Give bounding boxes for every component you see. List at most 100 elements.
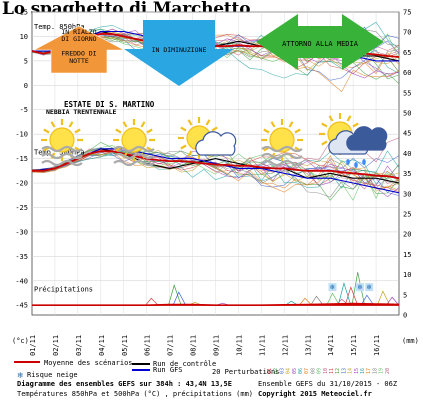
sun-ray bbox=[74, 128, 81, 134]
ensemble-member-number: 14 bbox=[348, 368, 354, 374]
footer-line1: Diagramme des ensembles GEFS sur 384h : … bbox=[17, 380, 232, 388]
ensemble-member-number: 04 bbox=[286, 368, 292, 374]
y-left-tick-label: -25 bbox=[15, 204, 28, 212]
precip-perturbation-spike bbox=[386, 296, 400, 306]
ensemble-member-number: 13 bbox=[341, 368, 347, 374]
sun-ray bbox=[205, 119, 211, 126]
x-tick-label: 14/11 bbox=[327, 335, 335, 356]
sun-ray bbox=[187, 119, 193, 126]
legend-snow-glyph: ❄ bbox=[17, 371, 24, 380]
rain-drop bbox=[346, 159, 350, 165]
y-right-tick-label: 5 bbox=[403, 291, 407, 299]
fog-wave bbox=[261, 152, 303, 160]
precip-perturbation-spike bbox=[351, 272, 365, 306]
y-left-tick-label: -5 bbox=[20, 106, 28, 114]
fog-wave bbox=[41, 159, 83, 167]
sun-ray bbox=[346, 115, 352, 122]
arrow-both-text: ATTORNO ALLA MEDIA bbox=[282, 40, 359, 48]
sun-ray bbox=[115, 128, 122, 134]
arrow-up-text-3: FREDDO DI bbox=[61, 50, 96, 58]
ensemble-member-number: 05 bbox=[292, 368, 298, 374]
y-left-tick-label: -20 bbox=[15, 180, 28, 188]
legend-mean-label: Moyenne des scénarios bbox=[44, 359, 133, 367]
precip-perturbation-spike bbox=[168, 284, 182, 306]
nebbia-trentennale-label: NEBBIA TRENTENNALE bbox=[46, 108, 117, 116]
x-tick-label: 09/11 bbox=[213, 335, 221, 356]
precip-perturbation-spike bbox=[337, 281, 352, 306]
footer-line2: Températures 850hPa et 500hPa (°C) , pré… bbox=[17, 390, 254, 398]
snowflake-icon: ❄ bbox=[17, 371, 24, 380]
sun-ray bbox=[211, 126, 218, 132]
y-right-tick-label: 20 bbox=[403, 231, 411, 239]
y-left-tick-label: -15 bbox=[15, 155, 28, 163]
arrow-up-text-4: NOTTE bbox=[69, 57, 89, 65]
sun-ray bbox=[288, 121, 294, 128]
estate-san-martino-label: ESTATE DI S. MARTINO bbox=[64, 100, 155, 109]
ensemble-member-number: 08 bbox=[310, 368, 316, 374]
legend-perturbations-label: 20 Perturbations bbox=[212, 368, 279, 376]
sun-ray bbox=[122, 121, 128, 128]
precip-perturbation-spike bbox=[298, 297, 313, 306]
precip-perturbation-spike bbox=[310, 295, 324, 306]
rain-drop bbox=[354, 162, 358, 168]
ensemble-member-number: 10 bbox=[323, 368, 329, 374]
sun-ray bbox=[321, 140, 328, 146]
footer-run-date: Ensemble GEFS du 31/10/2015 - 06Z bbox=[258, 380, 398, 388]
fog-wave bbox=[41, 145, 83, 153]
ensemble-member-number: 01 bbox=[267, 368, 273, 374]
ensemble-member-number: 17 bbox=[366, 368, 372, 374]
ensemble-member-number: 07 bbox=[304, 368, 310, 374]
x-tick-label: 02/11 bbox=[52, 335, 60, 356]
y-left-tick-label: -40 bbox=[15, 277, 28, 285]
ensemble-member-number: 03 bbox=[279, 368, 285, 374]
sun-ray bbox=[263, 128, 270, 134]
unit-mm-label: (mm) bbox=[402, 337, 419, 345]
sun-ray bbox=[68, 121, 74, 128]
sun-ray bbox=[187, 150, 193, 157]
precip-perturbation-spike bbox=[326, 292, 340, 306]
temp850-label: Temp. 850hPa bbox=[34, 23, 85, 31]
unit-celsius-label: (°c) bbox=[12, 337, 29, 345]
x-tick-label: 04/11 bbox=[98, 335, 106, 356]
ensemble-member-number: 19 bbox=[379, 368, 385, 374]
x-tick-label: 03/11 bbox=[75, 335, 83, 356]
sun-ray bbox=[180, 126, 187, 132]
sun-fog-icon bbox=[261, 119, 303, 167]
ensemble-member-number: 12 bbox=[335, 368, 341, 374]
x-tick-label: 15/11 bbox=[350, 335, 358, 356]
snowflake-glyph: ❄ bbox=[357, 284, 363, 292]
y-right-tick-label: 0 bbox=[403, 312, 407, 320]
y-left-tick-label: 0 bbox=[24, 82, 28, 90]
legend-snow-label: Risque neige bbox=[27, 371, 78, 379]
fog-wave bbox=[113, 152, 155, 160]
x-tick-label: 08/11 bbox=[190, 335, 198, 356]
ensemble-member-number: 20 bbox=[385, 368, 391, 374]
sun-ray bbox=[180, 144, 187, 150]
x-tick-label: 11/11 bbox=[258, 335, 266, 356]
snow-risk-box bbox=[356, 283, 365, 292]
sun-ray bbox=[321, 122, 328, 128]
x-tick-label: 06/11 bbox=[144, 335, 152, 356]
x-tick-label: 12/11 bbox=[281, 335, 289, 356]
rain-cloud-icon bbox=[319, 113, 388, 168]
ensemble-member-number: 06 bbox=[298, 368, 304, 374]
fog-wave bbox=[261, 145, 303, 153]
y-right-tick-label: 70 bbox=[403, 29, 411, 37]
arrow-down-text: IN DIMINUZIONE bbox=[152, 46, 207, 54]
sun-ray bbox=[270, 121, 276, 128]
fog-wave bbox=[113, 159, 155, 167]
precip-mean-line bbox=[32, 302, 400, 307]
snow-risk-icon: ❄ bbox=[365, 283, 374, 292]
rain-drop bbox=[362, 159, 366, 165]
x-tick-label: 10/11 bbox=[235, 335, 243, 356]
up-arrow-icon bbox=[33, 25, 125, 74]
cloud-shape bbox=[346, 126, 388, 151]
y-right-tick-label: 50 bbox=[403, 110, 411, 118]
sun-ray bbox=[294, 128, 301, 134]
snow-risk-box bbox=[328, 283, 337, 292]
sun-ray bbox=[140, 121, 146, 128]
y-left-tick-label: 10 bbox=[20, 33, 28, 41]
y-left-tick-label: 5 bbox=[24, 57, 28, 65]
y-right-tick-label: 25 bbox=[403, 211, 411, 219]
